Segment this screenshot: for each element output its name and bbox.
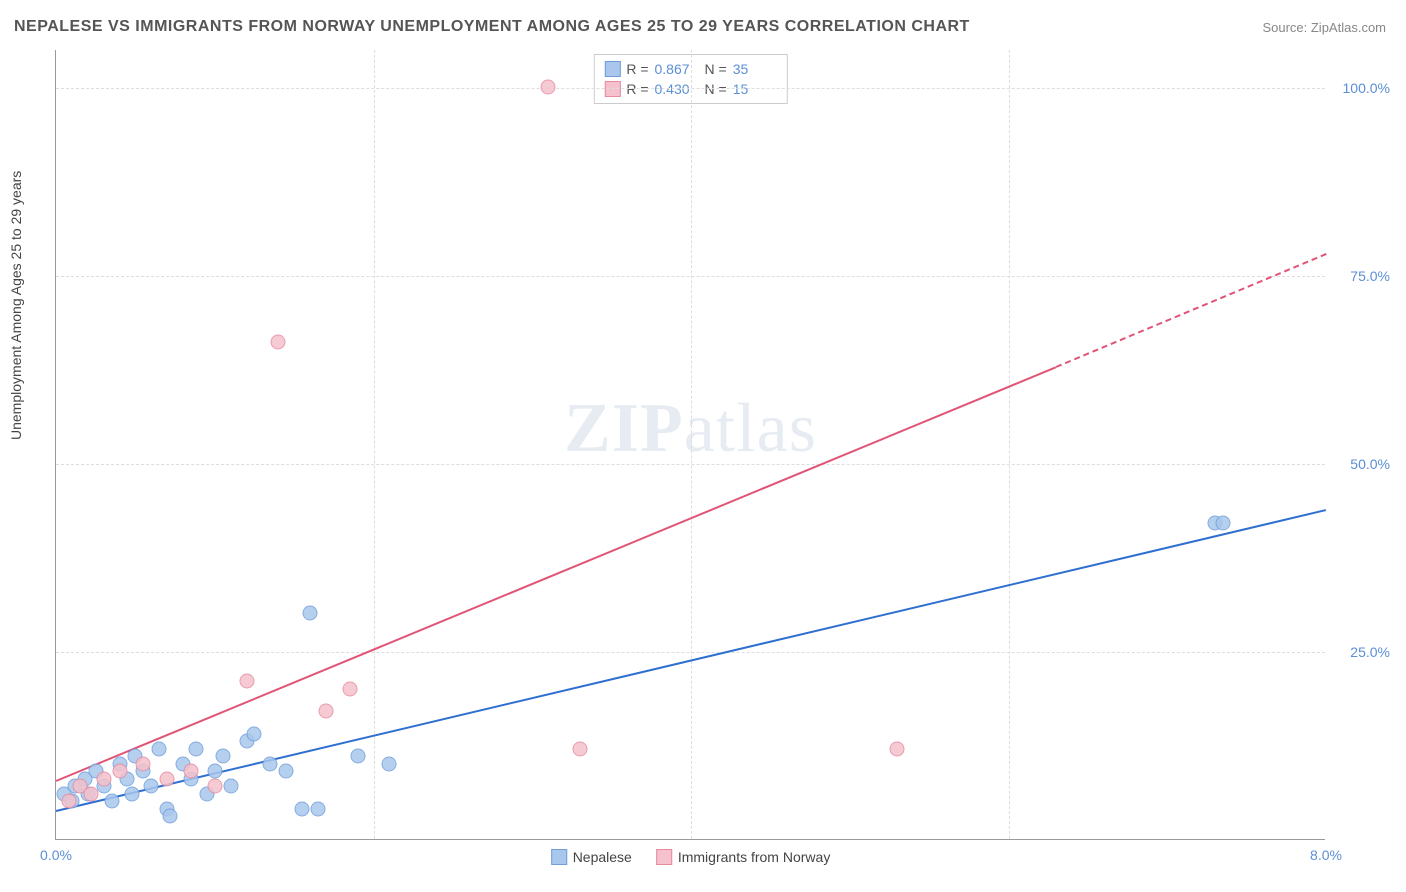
data-point [83, 786, 98, 801]
data-point [382, 756, 397, 771]
legend-swatch [656, 849, 672, 865]
data-point [152, 741, 167, 756]
data-point [61, 794, 76, 809]
ytick-label: 25.0% [1350, 644, 1390, 660]
legend-item: Immigrants from Norway [656, 849, 830, 865]
stat-n-label: N = [705, 81, 727, 97]
data-point [163, 809, 178, 824]
data-point [96, 771, 111, 786]
xtick-label: 8.0% [1310, 847, 1342, 863]
bottom-legend: Nepalese Immigrants from Norway [551, 849, 831, 865]
gridline-v [1009, 50, 1010, 839]
stat-n-value: 15 [733, 81, 777, 97]
legend-swatch [604, 61, 620, 77]
data-point [160, 771, 175, 786]
plot-area: ZIPatlas R =0.867N =35R =0.430N =15 Nepa… [55, 50, 1325, 840]
ytick-label: 75.0% [1350, 268, 1390, 284]
data-point [223, 779, 238, 794]
legend-swatch [604, 81, 620, 97]
data-point [188, 741, 203, 756]
data-point [207, 764, 222, 779]
stat-r-label: R = [626, 81, 648, 97]
data-point [247, 726, 262, 741]
data-point [183, 764, 198, 779]
legend-label: Immigrants from Norway [678, 849, 830, 865]
data-point [318, 704, 333, 719]
stat-n-label: N = [705, 61, 727, 77]
legend-label: Nepalese [573, 849, 632, 865]
data-point [350, 749, 365, 764]
data-point [215, 749, 230, 764]
data-point [271, 335, 286, 350]
data-point [310, 801, 325, 816]
data-point [112, 764, 127, 779]
legend-item: Nepalese [551, 849, 632, 865]
source-label: Source: ZipAtlas.com [1262, 20, 1386, 35]
trend-line [56, 366, 1057, 782]
data-point [136, 756, 151, 771]
data-point [303, 606, 318, 621]
data-point [572, 741, 587, 756]
data-point [144, 779, 159, 794]
trend-line-dashed [1056, 253, 1327, 368]
data-point [279, 764, 294, 779]
chart-title: NEPALESE VS IMMIGRANTS FROM NORWAY UNEMP… [14, 18, 970, 36]
data-point [263, 756, 278, 771]
xtick-label: 0.0% [40, 847, 72, 863]
data-point [890, 741, 905, 756]
ytick-label: 50.0% [1350, 456, 1390, 472]
data-point [541, 79, 556, 94]
ytick-label: 100.0% [1343, 80, 1390, 96]
data-point [125, 786, 140, 801]
data-point [342, 681, 357, 696]
data-point [104, 794, 119, 809]
data-point [239, 674, 254, 689]
y-axis-label: Unemployment Among Ages 25 to 29 years [8, 171, 24, 440]
legend-swatch [551, 849, 567, 865]
data-point [1215, 516, 1230, 531]
stat-r-label: R = [626, 61, 648, 77]
data-point [295, 801, 310, 816]
data-point [207, 779, 222, 794]
stat-n-value: 35 [733, 61, 777, 77]
gridline-v [374, 50, 375, 839]
gridline-v [691, 50, 692, 839]
